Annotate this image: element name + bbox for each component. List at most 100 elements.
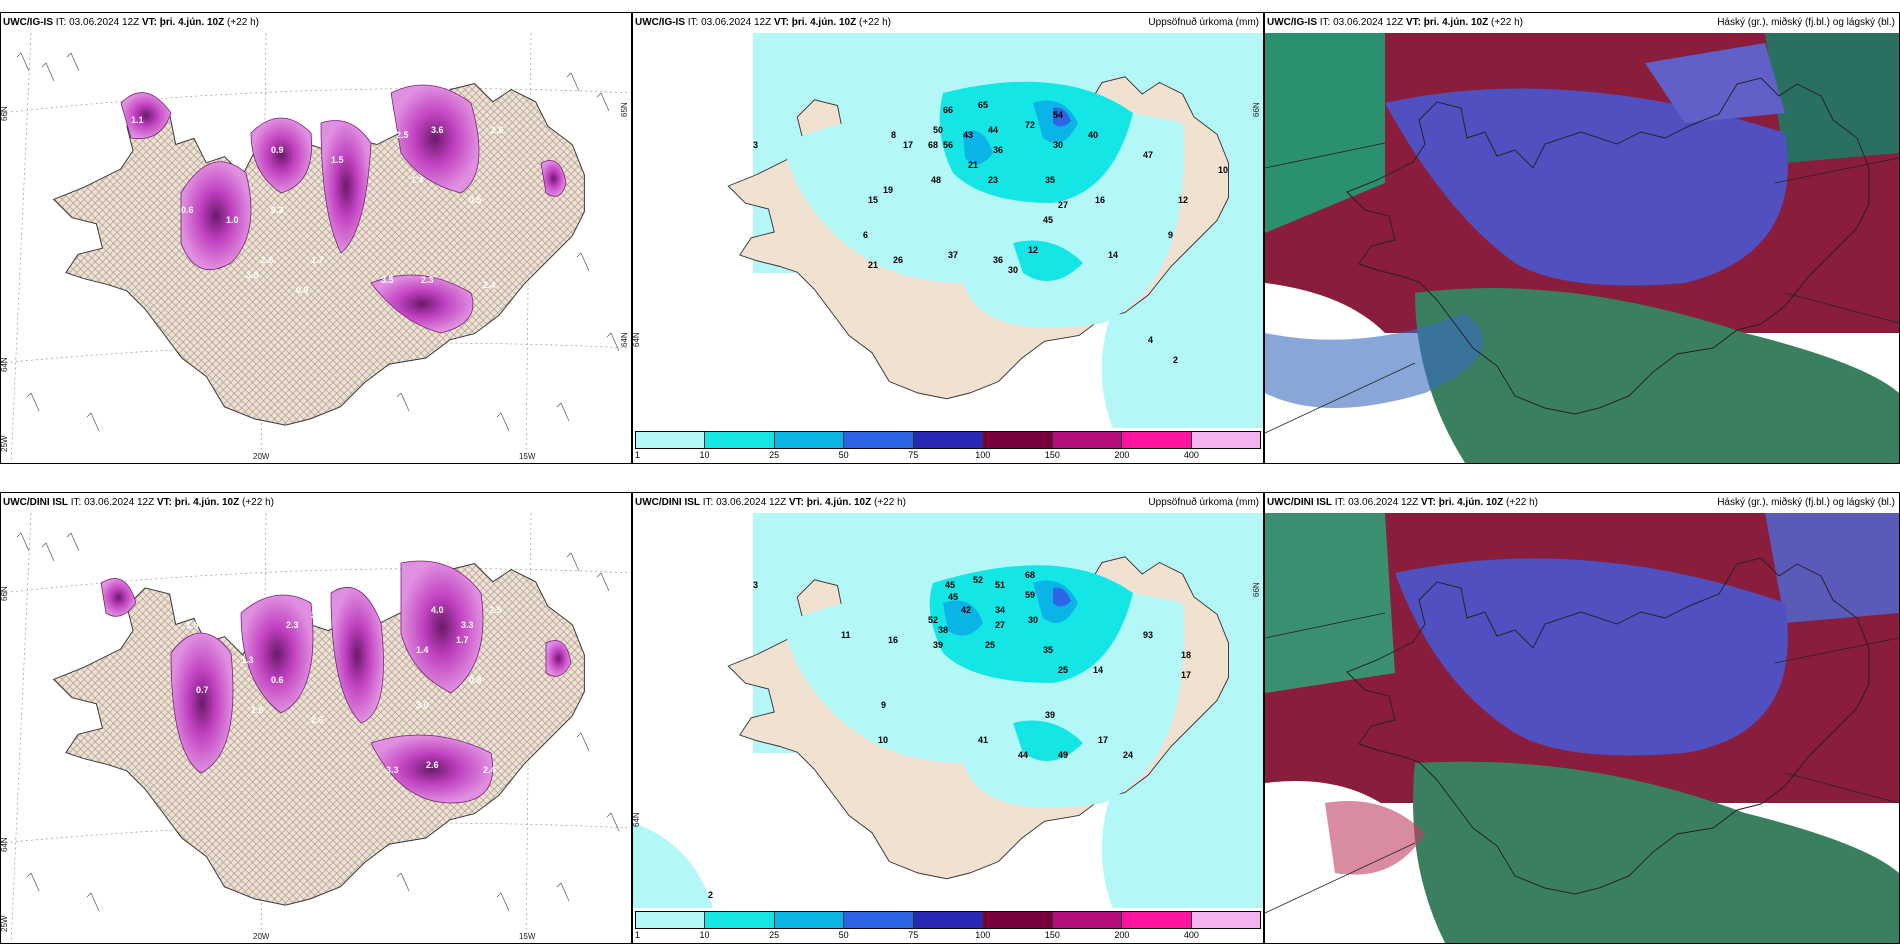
precip-label: 19 <box>883 185 893 195</box>
vis-label: 2.4 <box>483 280 496 290</box>
lat-label: 66N <box>1 106 9 121</box>
precip-label: 65 <box>978 100 988 110</box>
precip-label: 72 <box>1025 120 1035 130</box>
panel-header: UWC/DINI ISL IT: 03.06.2024 12Z VT: þri.… <box>3 497 274 508</box>
precip-label: 44 <box>988 125 998 135</box>
legend-tick: 50 <box>838 450 849 460</box>
vis-label: 3.6 <box>311 610 324 620</box>
vis-label: 2.4 <box>483 765 496 775</box>
vis-label: 0.9 <box>271 145 284 155</box>
vis-label: 0.9 <box>296 285 309 295</box>
precip-label: 45 <box>1043 215 1053 225</box>
legend-swatch <box>1191 432 1260 448</box>
precip-label: 30 <box>1028 615 1038 625</box>
panel-clouds-bottom: UWC/DINI ISL IT: 03.06.2024 12Z VT: þri.… <box>1264 492 1900 944</box>
legend-swatch <box>1122 912 1192 928</box>
precip-label: 49 <box>1058 750 1068 760</box>
precip-label: 16 <box>888 635 898 645</box>
precip-label: 59 <box>1025 590 1035 600</box>
precip-label: 50 <box>933 125 943 135</box>
panel-visibility-bottom: UWC/DINI ISL IT: 03.06.2024 12Z VT: þri.… <box>0 492 632 944</box>
precip-label: 27 <box>995 620 1005 630</box>
legend-swatch <box>1052 912 1123 928</box>
precip-label: 26 <box>893 255 903 265</box>
vis-label: 1.7 <box>311 255 324 265</box>
legend-swatch <box>774 432 845 448</box>
vis-label: 2.6 <box>491 125 504 135</box>
precip-label: 14 <box>1093 665 1103 675</box>
precip-label: 93 <box>1143 630 1153 640</box>
low-visibility-areas <box>100 560 572 804</box>
precip-label: 52 <box>973 575 983 585</box>
vis-label: 1.4 <box>416 645 429 655</box>
panel-right-title: Uppsöfnuð úrkoma (mm) <box>1148 17 1259 28</box>
wind-barbs <box>16 532 620 912</box>
lat-label: 66N <box>1 586 9 601</box>
lat-label: 64N <box>633 812 641 827</box>
legend-tick: 50 <box>838 930 849 940</box>
precip-label: 43 <box>963 130 973 140</box>
panel-header: UWC/IG-IS IT: 03.06.2024 12Z VT: þri. 4.… <box>633 13 1263 33</box>
precip-label: 68 <box>928 140 938 150</box>
vis-label: 0.7 <box>196 685 209 695</box>
vis-label: 1.0 <box>226 215 239 225</box>
legend-swatch <box>774 912 845 928</box>
precip-map: 45 45 52 51 68 59 42 34 27 52 38 39 25 3… <box>633 513 1263 908</box>
precip-map: 66 65 50 68 56 43 44 36 72 54 40 30 21 2… <box>633 33 1263 428</box>
legend-tick: 1 <box>635 450 641 460</box>
vis-label: 1.1 <box>131 115 144 125</box>
legend-swatch <box>1122 432 1192 448</box>
precip-label: 25 <box>985 640 995 650</box>
precip-label: 68 <box>1025 570 1035 580</box>
precip-label: 38 <box>938 625 948 635</box>
precip-label: 9 <box>1168 230 1173 240</box>
vis-label: 3.3 <box>461 620 474 630</box>
vis-label: 1.5 <box>331 155 344 165</box>
lat-label: 64N <box>620 332 629 347</box>
lon-label: 15W <box>519 932 536 941</box>
vis-label: 3.6 <box>431 125 444 135</box>
precip-label: 17 <box>1181 670 1191 680</box>
precip-label: 41 <box>978 735 988 745</box>
precip-label: 9 <box>881 700 886 710</box>
lon-label: 15W <box>519 452 536 461</box>
precip-label: 12 <box>1178 195 1188 205</box>
precip-label: 30 <box>1008 265 1018 275</box>
panel-header: UWC/DINI ISL IT: 03.06.2024 12Z VT: þri.… <box>1265 493 1899 513</box>
precip-label: 25 <box>1058 665 1068 675</box>
precip-label: 2 <box>708 890 713 900</box>
panel-clouds-top: UWC/IG-IS IT: 03.06.2024 12Z VT: þri. 4.… <box>1264 12 1900 464</box>
legend-swatch <box>636 432 706 448</box>
visibility-map: 1.1 0.9 1.5 2.5 3.6 2.6 1.0 0.3 2.6 3.0 … <box>1 33 631 463</box>
precip-label: 66 <box>943 105 953 115</box>
precip-label: 3 <box>753 140 758 150</box>
legend-tick: 10 <box>699 930 710 940</box>
panel-precip-top: UWC/IG-IS IT: 03.06.2024 12Z VT: þri. 4.… <box>632 12 1264 464</box>
precip-label: 35 <box>1045 175 1055 185</box>
legend-swatch <box>636 912 706 928</box>
precip-values: 45 45 52 51 68 59 42 34 27 52 38 39 25 3… <box>708 570 1191 900</box>
precip-label: 16 <box>1095 195 1105 205</box>
legend-swatch <box>844 912 914 928</box>
vis-label: 0.6 <box>181 205 194 215</box>
lat-label: 64N <box>1 837 9 852</box>
panel-header: UWC/IG-IS IT: 03.06.2024 12Z VT: þri. 4.… <box>1265 13 1899 33</box>
lat-label: 65N <box>620 102 629 117</box>
precip-label: 17 <box>903 140 913 150</box>
legend-tick: 200 <box>1114 930 1130 940</box>
lat-label: 66N <box>1252 582 1261 597</box>
precip-label: 48 <box>931 175 941 185</box>
precip-label: 12 <box>1028 245 1038 255</box>
low-visibility-areas <box>120 84 567 334</box>
visibility-values: 1.1 0.9 1.5 2.5 3.6 2.6 1.0 0.3 2.6 3.0 … <box>131 115 504 295</box>
legend-swatch <box>705 432 775 448</box>
precip-values: 66 65 50 68 56 43 44 36 72 54 40 30 21 2… <box>753 100 1228 365</box>
panel-visibility-top: UWC/IG-IS IT: 03.06.2024 12Z VT: þri. 4.… <box>0 12 632 464</box>
vis-label: 3.3 <box>386 765 399 775</box>
legend-swatch <box>844 432 914 448</box>
precip-label: 4 <box>1148 335 1153 345</box>
visibility-map: 1.5 2.3 3.6 4.0 3.3 1.7 2.5 1.4 0.8 3.0 … <box>1 513 631 943</box>
vis-label: 0.6 <box>271 675 284 685</box>
legend-tick: 10 <box>699 450 710 460</box>
visibility-values: 1.5 2.3 3.6 4.0 3.3 1.7 2.5 1.4 0.8 3.0 … <box>186 605 502 775</box>
